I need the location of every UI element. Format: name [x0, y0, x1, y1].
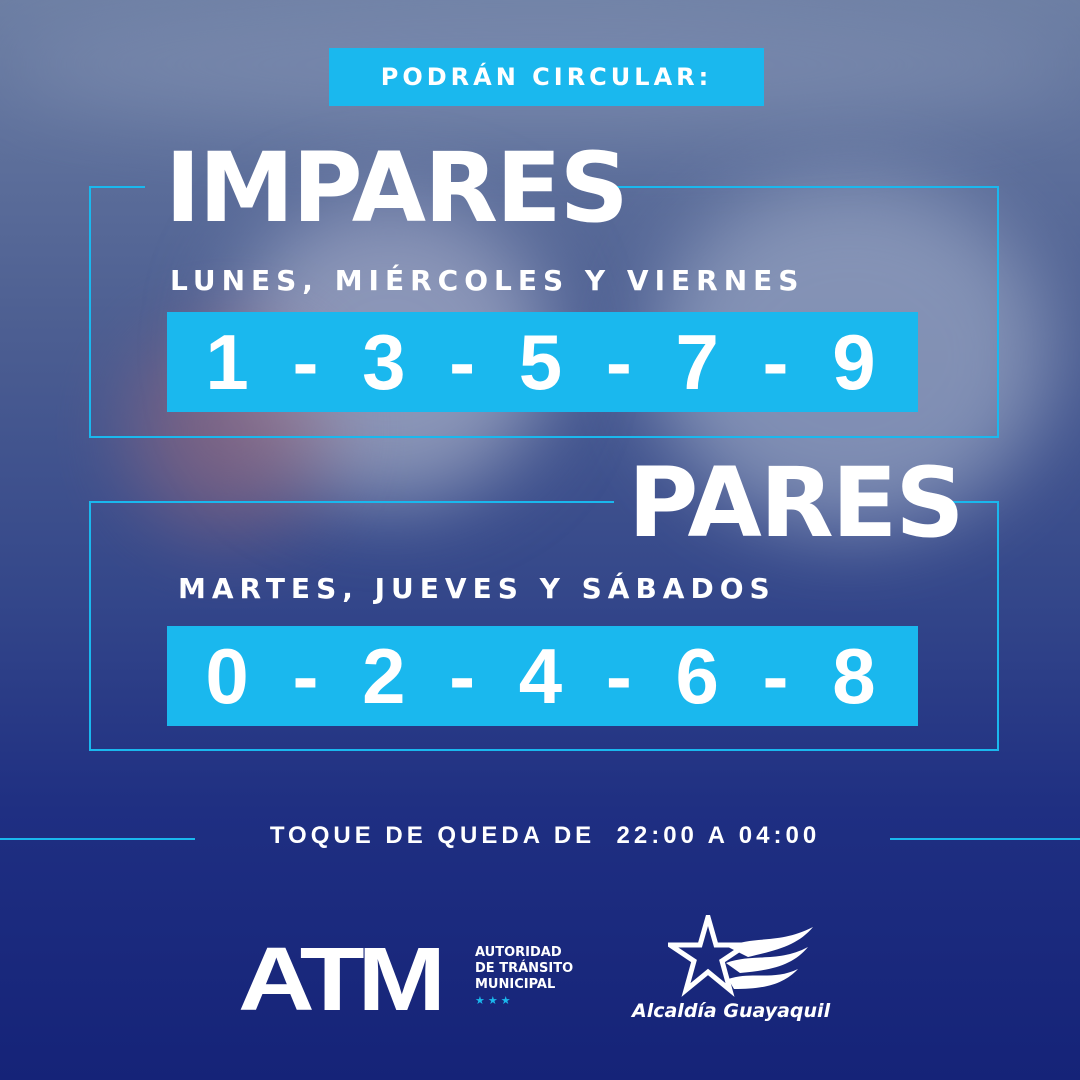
impares-title: IMPARES [165, 132, 629, 244]
impares-days: LUNES, MIÉRCOLES Y VIERNES [170, 264, 805, 297]
pares-digits: 0 - 2 - 4 - 6 - 8 [167, 626, 918, 726]
frame-line [950, 501, 999, 503]
atm-logo: ATM [238, 930, 446, 1030]
atm-subtitle: AUTORIDAD DE TRÁNSITO MUNICIPAL ★★★ [475, 945, 573, 1009]
alcaldia-logo-text: Alcaldía Guayaquil [632, 1000, 831, 1022]
atm-sub-line: AUTORIDAD [475, 945, 562, 960]
pares-frame [89, 501, 999, 751]
atm-sub-line: DE TRÁNSITO [475, 961, 574, 976]
atm-sub-line: MUNICIPAL [475, 977, 556, 992]
divider [0, 838, 195, 840]
impares-frame [89, 186, 999, 438]
alcaldia-star-flag-icon [668, 915, 813, 997]
divider [890, 838, 1080, 840]
frame-line [597, 186, 999, 188]
curfew-text: TOQUE DE QUEDA DE 22:00 A 04:00 [269, 822, 821, 849]
pares-title: PARES [628, 447, 964, 559]
badge-podran-circular: PODRÁN CIRCULAR: [329, 48, 764, 106]
frame-line [89, 501, 614, 503]
impares-digits: 1 - 3 - 5 - 7 - 9 [167, 312, 918, 412]
pares-days: MARTES, JUEVES Y SÁBADOS [178, 572, 776, 605]
atm-stars: ★★★ [475, 994, 514, 1007]
frame-line [89, 186, 145, 188]
